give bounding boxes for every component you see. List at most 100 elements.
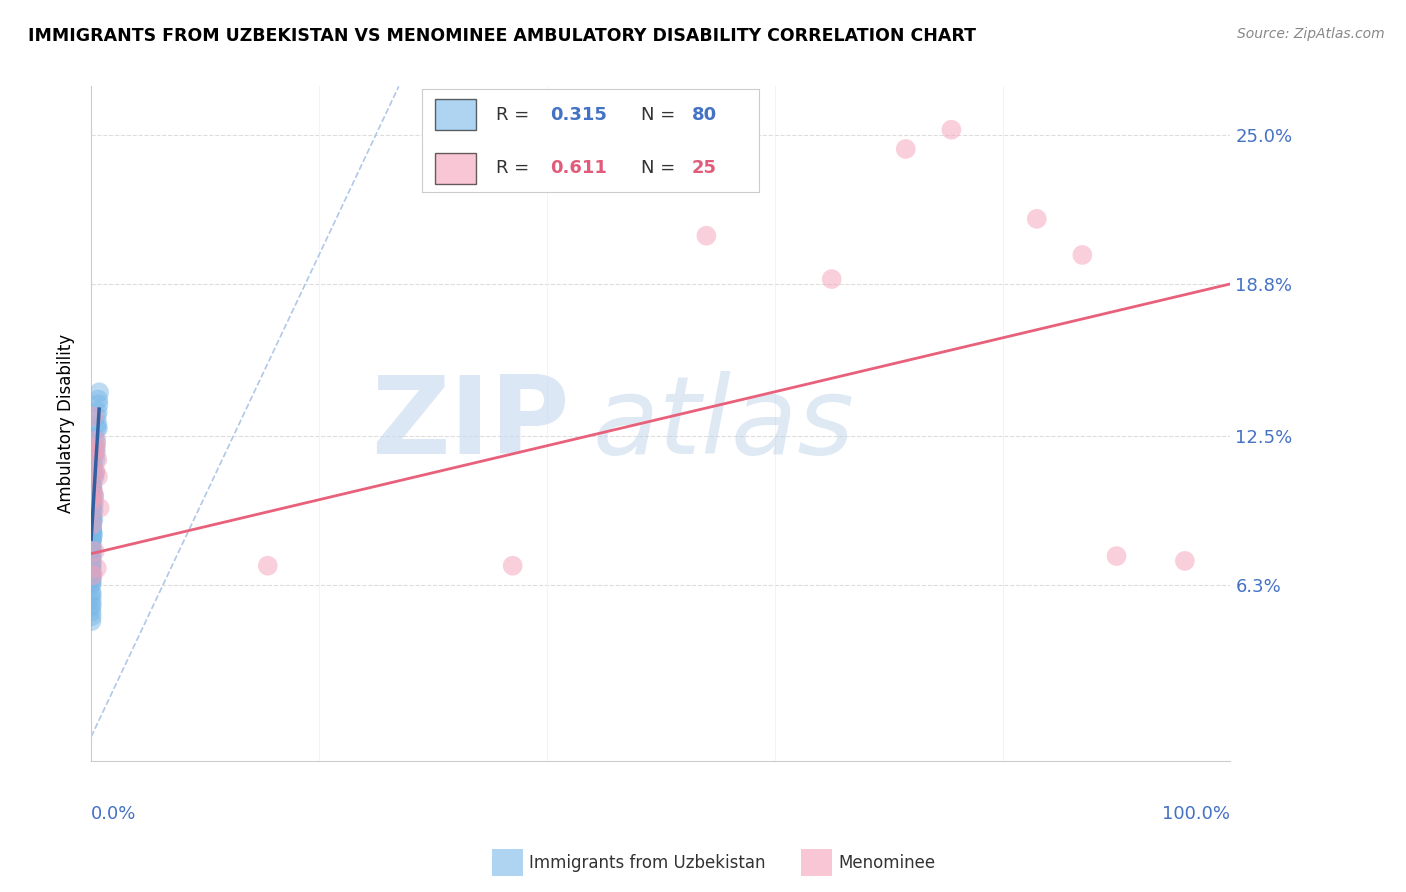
- Point: [80, 524, 103, 539]
- Point: [941, 122, 963, 136]
- Text: atlas: atlas: [592, 371, 855, 476]
- Text: Menominee: Menominee: [838, 854, 935, 871]
- Point: [82, 500, 104, 515]
- Point: [87, 404, 110, 418]
- Point: [82, 476, 104, 491]
- Point: [80, 541, 103, 556]
- Point: [82, 500, 104, 515]
- Point: [80, 599, 103, 614]
- Text: IMMIGRANTS FROM UZBEKISTAN VS MENOMINEE AMBULATORY DISABILITY CORRELATION CHART: IMMIGRANTS FROM UZBEKISTAN VS MENOMINEE …: [28, 27, 976, 45]
- Point: [80, 533, 103, 547]
- Point: [82, 483, 104, 498]
- Point: [80, 517, 103, 532]
- Point: [80, 551, 103, 566]
- Point: [86, 452, 108, 467]
- Point: [84, 435, 107, 450]
- Point: [89, 385, 111, 400]
- Point: [82, 506, 104, 520]
- Point: [80, 520, 103, 534]
- Point: [84, 465, 107, 479]
- Point: [82, 452, 104, 467]
- Point: [87, 397, 110, 411]
- Point: [82, 465, 104, 479]
- Text: N =: N =: [641, 106, 681, 124]
- Point: [82, 482, 104, 496]
- Point: [80, 597, 103, 611]
- Point: [80, 483, 103, 498]
- Point: [80, 571, 103, 585]
- Text: 80: 80: [692, 106, 717, 124]
- Point: [80, 554, 103, 568]
- Point: [80, 523, 103, 537]
- Point: [695, 228, 717, 243]
- Text: 0.611: 0.611: [550, 159, 607, 178]
- Point: [1025, 211, 1047, 226]
- Point: [83, 445, 105, 459]
- Point: [82, 479, 104, 493]
- Text: 25: 25: [692, 159, 717, 178]
- Text: 100.0%: 100.0%: [1163, 805, 1230, 822]
- Point: [82, 491, 104, 506]
- Point: [80, 585, 103, 599]
- Point: [80, 541, 103, 556]
- Text: Immigrants from Uzbekistan: Immigrants from Uzbekistan: [529, 854, 765, 871]
- Point: [84, 441, 107, 455]
- Text: Source: ZipAtlas.com: Source: ZipAtlas.com: [1237, 27, 1385, 41]
- Point: [80, 530, 103, 544]
- Point: [80, 516, 103, 530]
- Point: [80, 605, 103, 619]
- Point: [80, 609, 103, 624]
- Point: [1071, 248, 1094, 262]
- Point: [894, 142, 917, 156]
- Text: ZIP: ZIP: [371, 370, 569, 476]
- Text: N =: N =: [641, 159, 681, 178]
- Point: [86, 417, 108, 431]
- Point: [83, 496, 105, 510]
- Point: [83, 503, 105, 517]
- Point: [80, 614, 103, 628]
- Point: [86, 421, 108, 435]
- Point: [821, 272, 844, 286]
- Point: [80, 557, 103, 571]
- Point: [80, 517, 103, 532]
- Text: 0.0%: 0.0%: [91, 805, 136, 822]
- FancyBboxPatch shape: [436, 99, 475, 130]
- Point: [1174, 554, 1197, 568]
- Point: [82, 486, 104, 500]
- Point: [80, 508, 103, 523]
- Point: [80, 523, 103, 537]
- Point: [80, 561, 103, 575]
- Point: [82, 458, 104, 472]
- Point: [80, 547, 103, 561]
- Point: [80, 558, 103, 573]
- Point: [80, 533, 103, 547]
- Point: [86, 409, 108, 424]
- Point: [80, 564, 103, 578]
- Point: [80, 549, 103, 563]
- Point: [82, 489, 104, 503]
- Point: [82, 513, 104, 527]
- Point: [87, 469, 110, 483]
- Point: [82, 568, 104, 582]
- Point: [80, 513, 103, 527]
- Point: [84, 434, 107, 448]
- Point: [87, 392, 110, 407]
- Point: [84, 452, 107, 467]
- Text: 0.315: 0.315: [550, 106, 607, 124]
- Point: [80, 592, 103, 607]
- Point: [82, 409, 104, 424]
- Point: [256, 558, 278, 573]
- Point: [83, 431, 105, 445]
- Point: [80, 445, 103, 459]
- Point: [89, 500, 111, 515]
- Point: [80, 575, 103, 590]
- Point: [502, 558, 524, 573]
- Point: [80, 566, 103, 580]
- Point: [83, 489, 105, 503]
- Point: [80, 537, 103, 551]
- Text: R =: R =: [496, 159, 536, 178]
- Text: R =: R =: [496, 106, 536, 124]
- Point: [82, 510, 104, 524]
- Point: [84, 441, 107, 455]
- Point: [80, 588, 103, 602]
